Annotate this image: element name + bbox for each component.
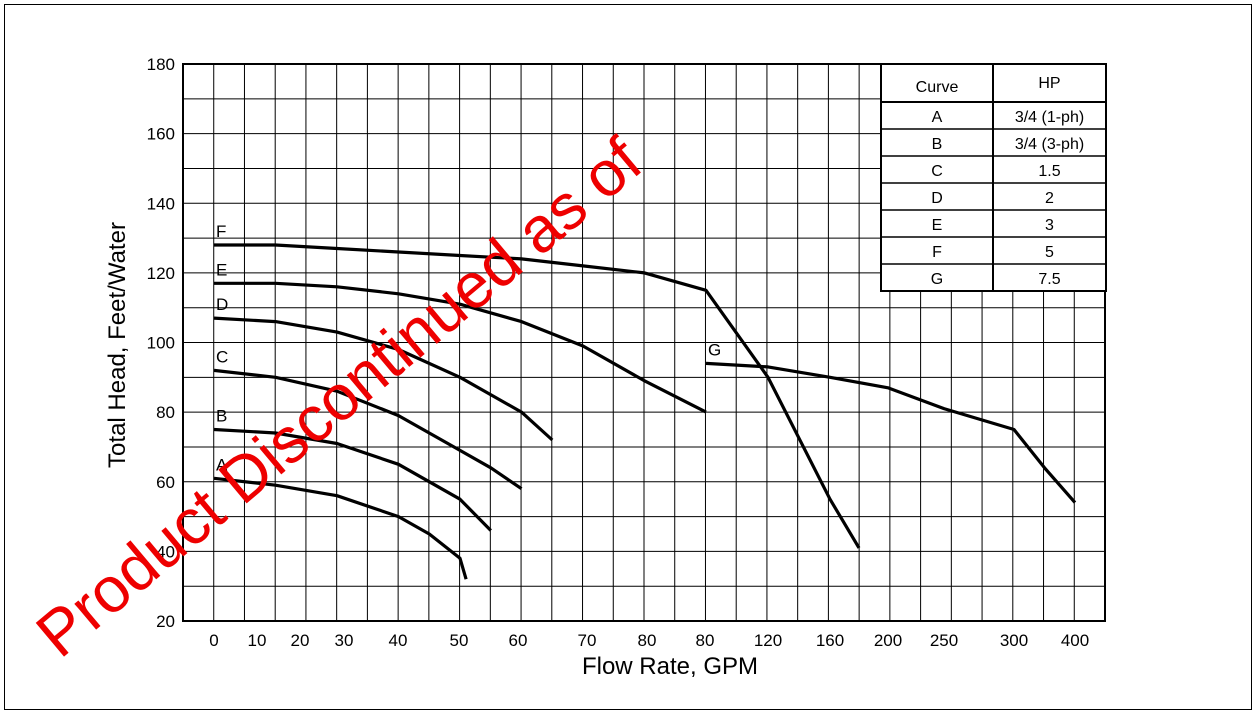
x-tick-label: 160 (816, 631, 844, 650)
y-tick-label: 80 (156, 403, 175, 422)
legend-hp-cell: 3 (1045, 217, 1054, 234)
x-axis-title: Flow Rate, GPM (582, 653, 758, 680)
series-line-b (213, 427, 492, 532)
series-label-d: D (216, 295, 228, 314)
x-tick-label: 400 (1061, 631, 1089, 650)
x-tick-label: 40 (389, 631, 408, 650)
series-line-a (213, 476, 468, 580)
x-tick-label: 80 (696, 631, 715, 650)
series-label-f: F (216, 222, 226, 241)
series-line-d (213, 316, 554, 442)
legend-hp-cell: 3/4 (1-ph) (1015, 109, 1084, 126)
series-label-e: E (216, 260, 227, 279)
legend-hp-cell: 1.5 (1038, 163, 1060, 180)
y-tick-label: 120 (147, 264, 175, 283)
legend-curve-cell: E (932, 217, 943, 234)
x-tick-label: 200 (874, 631, 902, 650)
legend-curve-cell: A (932, 109, 943, 126)
legend-hp-cell: 3/4 (3-ph) (1015, 136, 1084, 153)
legend-curve-cell: D (931, 190, 943, 207)
y-tick-label: 60 (156, 473, 175, 492)
series-label-b: B (216, 407, 227, 426)
series-label-g: G (708, 340, 721, 359)
tick-label-layer: 20 40 60 80 100 120 140 160 180 0 10 20 30 40 50 60 70 80… (147, 55, 1090, 650)
x-tick-label: 50 (450, 631, 469, 650)
y-axis-title: Total Head, Feet/Water (104, 222, 131, 468)
series-line-g (705, 361, 1077, 504)
series-line-c (213, 368, 523, 491)
legend-header-curve: Curve (916, 79, 959, 96)
y-tick-label: 140 (147, 194, 175, 213)
legend-curve-cell: B (932, 136, 943, 153)
legend-curve-cell: C (931, 163, 943, 180)
legend-hp-cell: 5 (1045, 244, 1054, 261)
legend-curve-cell: F (932, 244, 942, 261)
legend-header-hp: HP (1038, 75, 1060, 92)
legend-hp-cell: 7.5 (1038, 271, 1060, 288)
series-label-a: A (216, 455, 228, 474)
hp-legend-table: Curve HP A 3/4 (1-ph) B 3/4 (3-ph) C 1.5 D 2 E 3 F 5 G… (880, 63, 1107, 292)
x-tick-label: 300 (1000, 631, 1028, 650)
legend-curve-cell: G (931, 271, 943, 288)
figure-frame (4, 4, 1252, 710)
legend-hp-cell: 2 (1045, 190, 1054, 207)
y-tick-label: 20 (156, 612, 175, 631)
y-tick-label: 100 (147, 334, 175, 353)
x-tick-label: 70 (578, 631, 597, 650)
x-tick-label: 10 (248, 631, 267, 650)
series-line-f (214, 243, 861, 549)
x-tick-label: 0 (209, 631, 218, 650)
series-label-c: C (216, 347, 228, 366)
x-tick-label: 30 (335, 631, 354, 650)
x-tick-label: 120 (754, 631, 782, 650)
y-tick-label: 40 (156, 542, 175, 561)
x-tick-label: 20 (291, 631, 310, 650)
x-tick-label: 60 (509, 631, 528, 650)
series-line-e (214, 281, 707, 414)
x-tick-label: 80 (638, 631, 657, 650)
y-tick-label: 180 (147, 55, 175, 74)
x-tick-label: 250 (930, 631, 958, 650)
y-tick-label: 160 (147, 125, 175, 144)
